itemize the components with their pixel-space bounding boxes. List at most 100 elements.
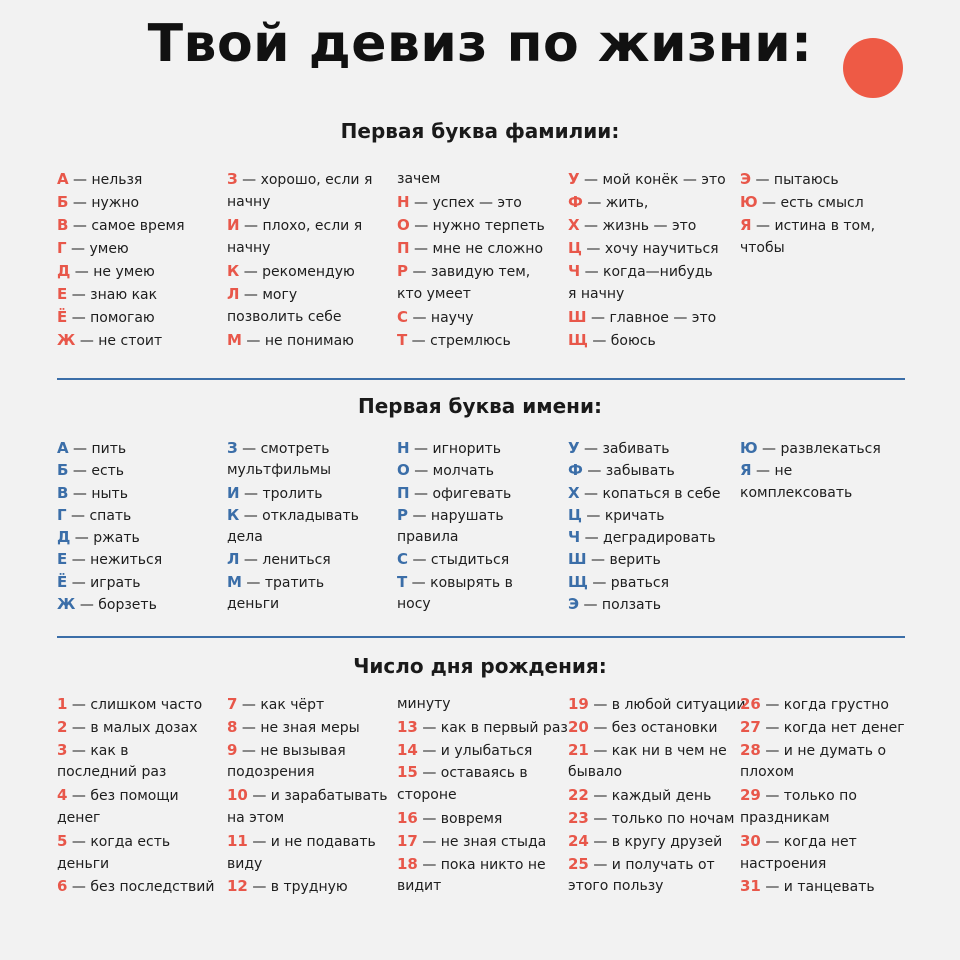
list-item: 16 — вовремя — [397, 808, 503, 827]
list-item: 4 — без помощи — [57, 786, 179, 805]
list-item: Д — не умею — [57, 262, 155, 280]
item-text: игнорить — [432, 441, 502, 457]
list-item: А — пить — [57, 439, 127, 457]
item-text: ныть — [91, 485, 128, 502]
item-key: Ш — [568, 550, 587, 569]
item-key: Ц — [568, 239, 582, 257]
item-text: тролить — [262, 485, 323, 502]
list-item-continuation: комплексовать — [740, 482, 881, 504]
item-text: играть — [90, 574, 141, 591]
item-text: как чёрт — [260, 697, 325, 713]
list-item: Ю — есть смысл — [740, 193, 864, 211]
item-key: Я — [740, 461, 752, 480]
item-text: последний раз — [57, 764, 167, 781]
list-item: З — смотреть — [227, 439, 330, 457]
item-text: хорошо, если я — [260, 172, 373, 188]
item-key: 17 — [397, 831, 418, 850]
list-item-continuation: праздникам — [740, 807, 905, 830]
list-item: С — стыдиться — [397, 550, 510, 569]
item-key: Б — [57, 461, 69, 480]
item-text: как ни в чем не — [611, 742, 727, 759]
item-text: не зная стыда — [440, 833, 547, 850]
item-text: жить, — [605, 195, 649, 211]
list-item-continuation: начну — [227, 237, 372, 260]
list-item: 11 — и не подавать — [227, 831, 376, 850]
item-key: 13 — [397, 717, 418, 736]
item-text: когда—нибудь — [603, 264, 713, 280]
list-item-continuation: начну — [227, 191, 372, 214]
item-text: есть — [91, 463, 125, 480]
item-key: Ц — [568, 505, 582, 524]
list-item: 7 — как чёрт — [227, 695, 325, 713]
item-text: хочу научиться — [604, 241, 719, 257]
item-key: Э — [568, 595, 580, 614]
item-text: верить — [609, 552, 661, 569]
list-item: Н — успех — это — [397, 193, 522, 211]
list-item: Б — есть — [57, 461, 125, 480]
list-item: 9 — не вызывая — [227, 740, 346, 759]
item-text: откладывать — [262, 507, 359, 524]
item-text: умею — [89, 241, 129, 257]
item-key: Щ — [568, 331, 588, 349]
item-key: Ю — [740, 439, 758, 457]
list-item-continuation: дела — [227, 526, 359, 548]
list-item: К — рекомендую — [227, 262, 355, 280]
item-key: П — [397, 239, 410, 257]
item-key: Ж — [57, 331, 76, 349]
item-key: Р — [397, 262, 408, 280]
item-text: без последствий — [90, 879, 215, 896]
item-text: стороне — [397, 787, 457, 804]
item-text: развлекаться — [780, 441, 881, 457]
item-text: когда нет — [783, 833, 857, 850]
item-key: А — [57, 439, 69, 457]
list-item: 25 — и получать от — [568, 854, 715, 873]
list-item: 31 — и танцевать — [740, 877, 875, 896]
item-text: нежиться — [90, 552, 163, 569]
item-key: Р — [397, 505, 408, 524]
list-item: И — тролить — [227, 483, 323, 502]
list-item: 3 — как в — [57, 740, 129, 759]
list-item: Л — лениться — [227, 550, 331, 569]
item-key: М — [227, 331, 242, 349]
item-key: В — [57, 483, 69, 502]
item-key: 18 — [397, 854, 418, 873]
item-key: 23 — [568, 808, 589, 827]
list-item: С — научу — [397, 308, 474, 326]
column: 7 — как чёрт 8 — не зная меры 9 — не вызыв… — [227, 693, 387, 898]
item-key: О — [397, 216, 410, 234]
item-key: 7 — [227, 695, 238, 713]
item-text: этого пользу — [568, 878, 664, 895]
list-item: 13 — как в первый раз — [397, 717, 568, 736]
item-key: Э — [740, 170, 752, 188]
item-text: начну — [227, 194, 271, 210]
column: Э — пытаюсь Ю — есть смысл Я — истина в то… — [740, 168, 875, 260]
item-text: забывать — [605, 463, 675, 480]
item-key: Т — [397, 331, 408, 349]
list-item-continuation: кто умеет — [397, 283, 545, 306]
item-text: деградировать — [603, 530, 716, 547]
list-item: 22 — каждый день — [568, 786, 712, 805]
column: 26 — когда грустно 27 — когда нет денег 28… — [740, 693, 905, 898]
item-text: носу — [397, 596, 431, 613]
item-text: только по — [783, 788, 857, 805]
item-text: комплексовать — [740, 484, 853, 501]
item-key: И — [227, 216, 240, 234]
list-item: Ж — борзеть — [57, 595, 157, 614]
item-text: и улыбаться — [440, 742, 533, 759]
item-key: Ч — [568, 262, 581, 280]
section-heading-name: Первая буква имени: — [357, 394, 603, 418]
list-item-continuation: я начну — [568, 283, 726, 306]
list-item: 17 — не зная стыда — [397, 831, 547, 850]
item-text: оставаясь в — [440, 765, 528, 782]
item-text: виду — [227, 855, 263, 872]
list-item: Ц — кричать — [568, 505, 665, 524]
list-item: Л — могу — [227, 285, 298, 303]
list-item: 8 — не зная меры — [227, 717, 360, 736]
item-text: забивать — [602, 441, 670, 457]
list-item-continuation: плохом — [740, 761, 905, 784]
page-title: Твой девиз по жизни: — [147, 14, 813, 74]
divider — [57, 636, 905, 638]
item-key: У — [568, 439, 580, 457]
list-item: Х — копаться в себе — [568, 483, 721, 502]
list-item: В — самое время — [57, 216, 185, 234]
